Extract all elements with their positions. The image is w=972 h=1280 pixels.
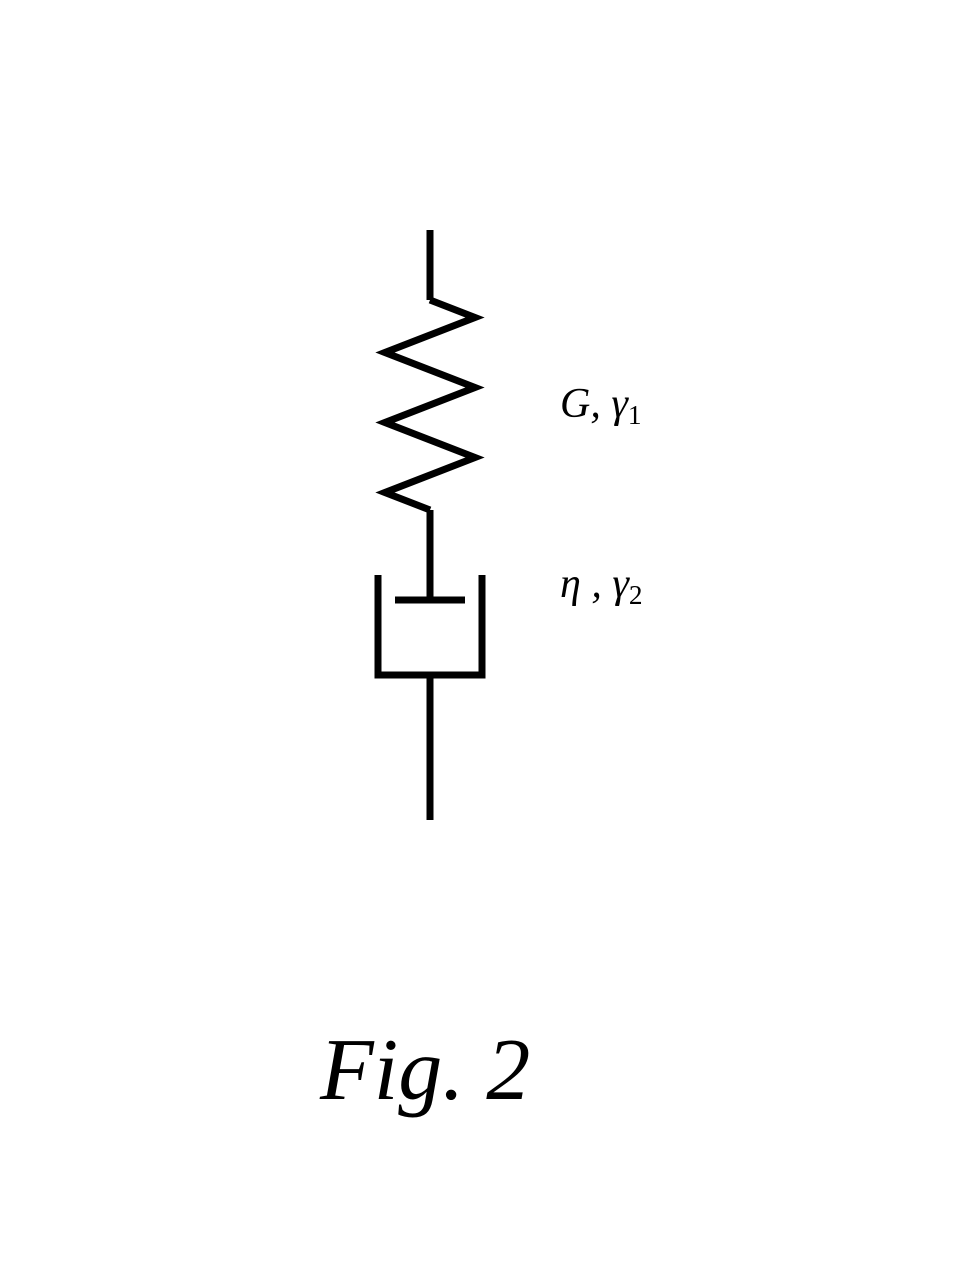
separator: , (590, 381, 601, 427)
figure-caption: Fig. 2 (320, 1020, 530, 1121)
caption-prefix: Fig. (320, 1022, 464, 1119)
caption-number: 2 (486, 1022, 530, 1119)
figure-canvas: G, γ1 η , γ2 Fig. 2 (0, 0, 972, 1280)
dashpot-strain-symbol: γ (612, 561, 629, 607)
separator: , (591, 561, 602, 607)
dashpot-viscosity-symbol: η (560, 561, 581, 607)
spring-strain-subscript: 1 (628, 400, 642, 430)
dashpot-strain-subscript: 2 (629, 580, 643, 610)
spring-modulus-symbol: G (560, 381, 590, 427)
spring-strain-symbol: γ (611, 381, 628, 427)
dashpot-label: η , γ2 (560, 560, 643, 608)
spring-label: G, γ1 (560, 380, 642, 428)
